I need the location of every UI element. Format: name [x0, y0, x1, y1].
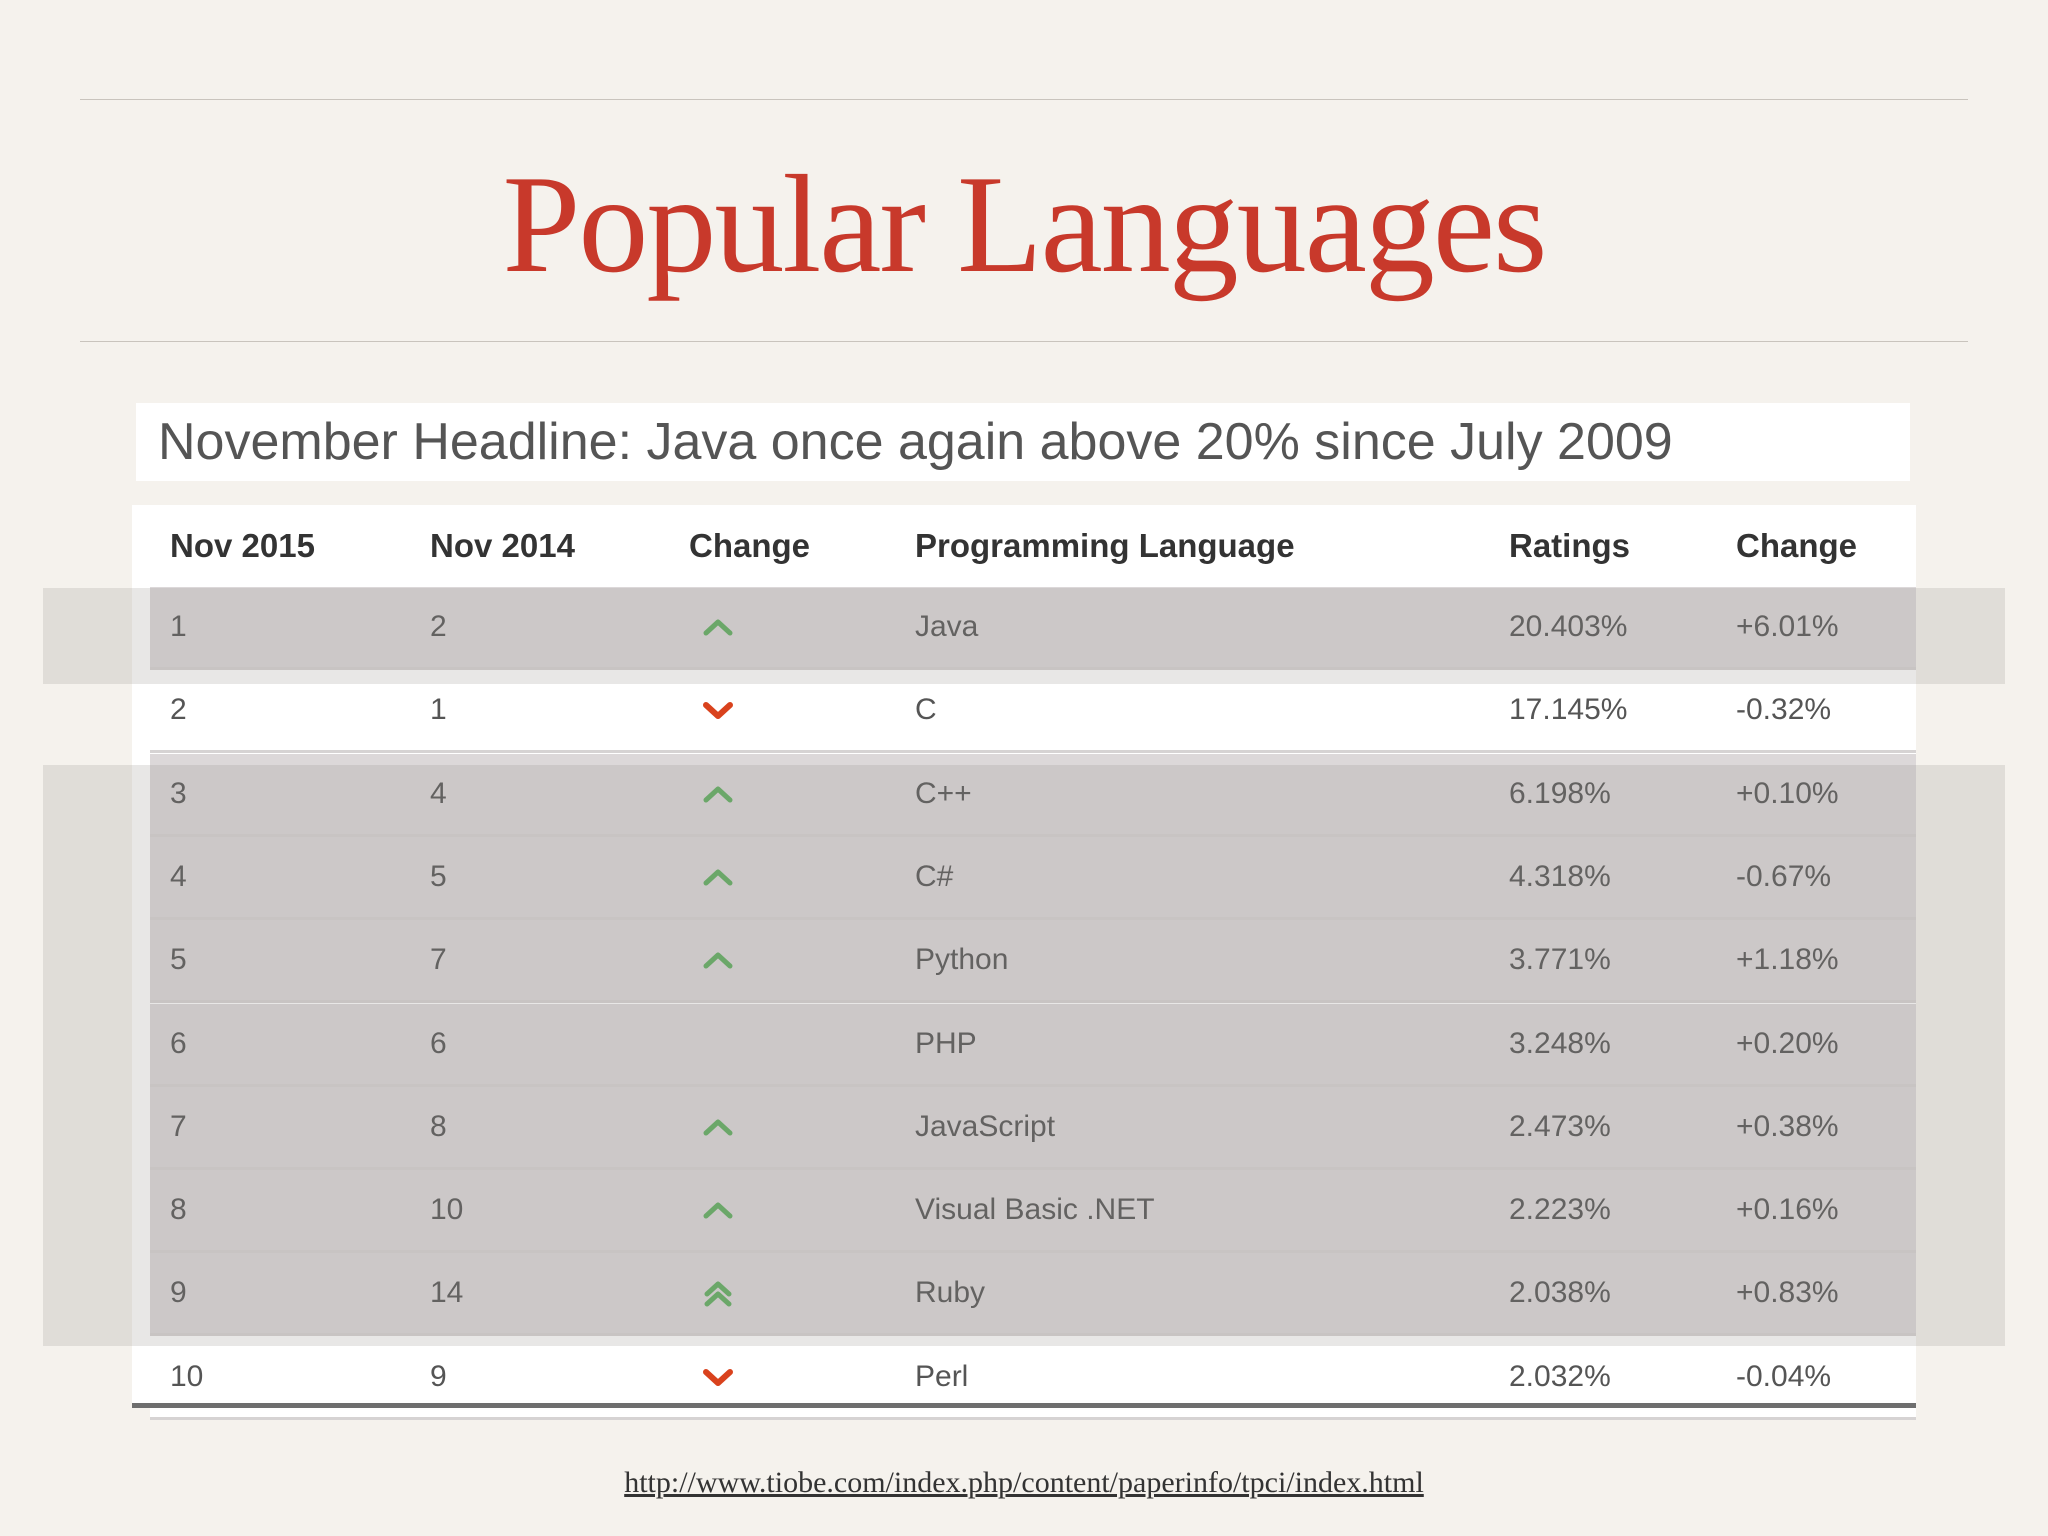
rating-cell: 3.771%	[1509, 943, 1611, 977]
header-change-rank: Change	[689, 527, 811, 564]
headline-banner: November Headline: Java once again above…	[136, 403, 1910, 481]
rank-2015-cell: 4	[170, 859, 187, 893]
rating-cell: 2.032%	[1509, 1359, 1611, 1393]
header-nov-2014: Nov 2014	[430, 527, 575, 564]
table-row: 9 14 Ruby 2.038% +0.83%	[150, 1253, 1916, 1337]
table-bottom-edge	[132, 1403, 1916, 1408]
rating-cell: 4.318%	[1509, 859, 1611, 893]
change-cell: +0.38%	[1736, 1109, 1839, 1143]
chevron-up-icon	[703, 952, 733, 969]
table-header: Nov 2015 Nov 2014 Change Programming Lan…	[132, 505, 1916, 587]
language-cell: C++	[915, 776, 972, 810]
rank-2015-cell: 1	[170, 610, 187, 643]
table-row: 4 5 C# 4.318% -0.67%	[150, 836, 1916, 920]
rank-2014-cell: 2	[430, 610, 447, 643]
rank-2015-cell: 5	[170, 943, 187, 977]
language-cell: Ruby	[915, 1276, 986, 1310]
language-cell: Visual Basic .NET	[915, 1193, 1155, 1227]
rank-2015-cell: 9	[170, 1276, 187, 1310]
top-divider	[80, 99, 1968, 100]
change-cell: +0.83%	[1736, 1276, 1839, 1310]
rank-2014-cell: 7	[430, 943, 447, 977]
headline-text: November Headline: Java once again above…	[158, 413, 1673, 471]
chevron-down-icon	[703, 702, 733, 720]
rank-2015-cell: 6	[170, 1026, 187, 1060]
language-cell: JavaScript	[915, 1109, 1056, 1143]
header-language: Programming Language	[915, 527, 1295, 564]
table-row: 3 4 C++ 6.198% +0.10%	[150, 753, 1916, 837]
rating-cell: 3.248%	[1509, 1026, 1611, 1060]
header-nov-2015: Nov 2015	[170, 527, 315, 564]
rating-cell: 2.473%	[1509, 1109, 1611, 1143]
chevron-up-icon	[703, 869, 733, 886]
title-divider	[80, 341, 1968, 342]
chevron-up-icon	[703, 1202, 733, 1219]
rank-2015-cell: 7	[170, 1109, 187, 1143]
rating-cell: 2.038%	[1509, 1276, 1611, 1310]
rank-2014-cell: 5	[430, 859, 447, 893]
rank-2014-cell: 9	[430, 1359, 447, 1393]
change-cell: +6.01%	[1736, 610, 1839, 643]
rank-2014-cell: 10	[430, 1193, 464, 1227]
table-row: 7 8 JavaScript 2.473% +0.38%	[150, 1086, 1916, 1170]
table-row: 6 6 PHP 3.248% +0.20%	[150, 1003, 1916, 1087]
rating-cell: 2.223%	[1509, 1193, 1611, 1227]
rank-2015-cell: 10	[170, 1359, 204, 1393]
change-cell: -0.67%	[1736, 859, 1832, 893]
change-cell: +0.20%	[1736, 1026, 1839, 1060]
table-row: 5 7 Python 3.771% +1.18%	[150, 920, 1916, 1004]
slide-title: Popular Languages	[502, 147, 1548, 302]
change-cell: +0.16%	[1736, 1193, 1839, 1227]
rating-cell: 20.403%	[1509, 610, 1628, 643]
language-cell: Java	[915, 610, 979, 643]
rank-2015-cell: 3	[170, 776, 187, 810]
chevron-up-icon	[703, 619, 733, 636]
table-row: 2 1 C 17.145% -0.32%	[150, 670, 1916, 754]
rank-2015-cell: 8	[170, 1193, 187, 1227]
chevron-down-icon	[703, 1368, 733, 1386]
change-cell: +0.10%	[1736, 776, 1839, 810]
table-row: 1 2 Java 20.403% +6.01%	[150, 587, 1916, 670]
change-cell: -0.04%	[1736, 1359, 1832, 1393]
header-change-rating: Change	[1736, 527, 1858, 564]
language-cell: C	[915, 693, 937, 727]
rating-cell: 6.198%	[1509, 776, 1611, 810]
language-cell: Perl	[915, 1359, 969, 1393]
double-chevron-up-icon	[704, 1281, 732, 1307]
ranking-table: Nov 2015 Nov 2014 Change Programming Lan…	[132, 505, 1916, 1420]
source-link[interactable]: http://www.tiobe.com/index.php/content/p…	[624, 1466, 1424, 1499]
rank-2014-cell: 1	[430, 693, 447, 727]
change-cell: -0.32%	[1736, 693, 1832, 727]
change-cell: +1.18%	[1736, 943, 1839, 977]
rank-2014-cell: 14	[430, 1276, 464, 1310]
chevron-up-icon	[703, 1119, 733, 1136]
rank-2014-cell: 8	[430, 1109, 447, 1143]
rank-2015-cell: 2	[170, 693, 187, 727]
rank-2014-cell: 6	[430, 1026, 447, 1060]
chevron-up-icon	[703, 786, 733, 803]
language-cell: C#	[915, 859, 954, 893]
header-ratings: Ratings	[1509, 527, 1631, 564]
language-cell: PHP	[915, 1026, 977, 1060]
rank-2014-cell: 4	[430, 776, 447, 810]
language-cell: Python	[915, 943, 1009, 977]
table-row: 8 10 Visual Basic .NET 2.223% +0.16%	[150, 1170, 1916, 1254]
rating-cell: 17.145%	[1509, 693, 1628, 727]
